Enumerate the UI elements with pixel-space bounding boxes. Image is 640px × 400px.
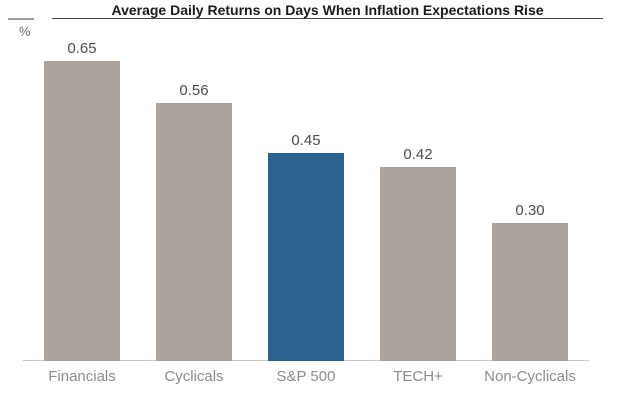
category-label-financials: Financials (48, 368, 116, 385)
bar-tech (380, 167, 456, 361)
bar-non-cyclicals (492, 223, 568, 361)
bar-value-label-s-p-500: 0.45 (291, 132, 321, 149)
bar-value-label-financials: 0.65 (67, 40, 97, 57)
bar-s-p-500 (268, 153, 344, 361)
bar-value-label-cyclicals: 0.56 (179, 82, 209, 99)
bar-group-financials: 0.65 Financials (44, 0, 120, 400)
bar-group-non-cyclicals: 0.30 Non-Cyclicals (484, 0, 576, 400)
chart-title: Average Daily Returns on Days When Infla… (52, 2, 603, 19)
category-label-cyclicals: Cyclicals (164, 368, 224, 385)
bar-value-label-non-cyclicals: 0.30 (515, 202, 545, 219)
bar-cyclicals (156, 103, 232, 361)
bar-financials (44, 61, 120, 361)
bar-group-cyclicals: 0.56 Cyclicals (156, 0, 232, 400)
bar-value-label-tech: 0.42 (403, 146, 433, 163)
bar-group-s-p-500: 0.45 S&P 500 (268, 0, 344, 400)
category-label-tech: TECH+ (393, 368, 443, 385)
top-axis-tick-line (8, 18, 34, 20)
bar-group-tech: 0.42 TECH+ (380, 0, 456, 400)
y-axis-unit-label: % (19, 24, 31, 39)
category-label-s-p-500: S&P 500 (276, 368, 336, 385)
category-label-non-cyclicals: Non-Cyclicals (484, 368, 576, 385)
